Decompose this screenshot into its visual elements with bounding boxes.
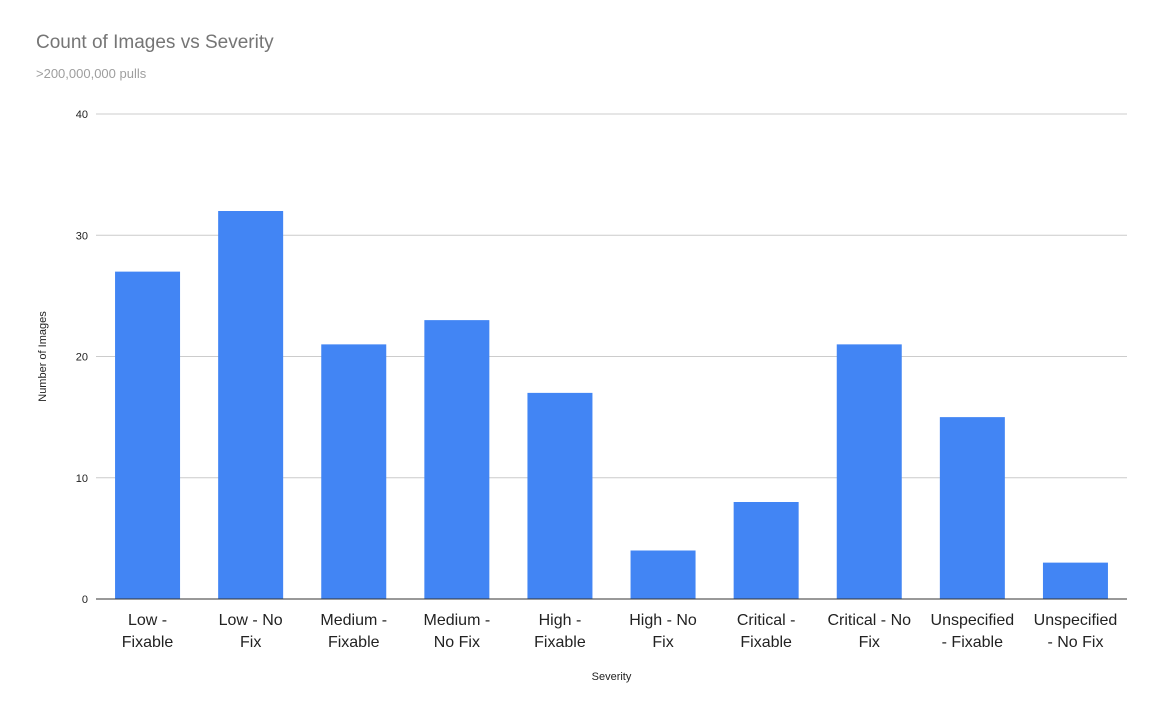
x-tick-label: High - No Fix (629, 612, 697, 651)
y-tick-label: 20 (76, 352, 88, 364)
x-axis-label: Severity (592, 671, 632, 683)
y-tick-label: 30 (76, 230, 88, 242)
bar (424, 320, 490, 599)
bars (115, 211, 1108, 599)
x-tick-label: High -Fixable (534, 612, 586, 651)
x-tick-label: Low -Fixable (122, 612, 174, 651)
bar (1042, 562, 1108, 599)
y-tick-label: 40 (76, 109, 88, 121)
chart-title: Count of Images vs Severity (36, 32, 274, 53)
x-tick-label: Unspecified - Fixable (931, 612, 1015, 651)
bar (733, 502, 799, 599)
bar (836, 344, 902, 599)
x-tick-label: Critical - No Fix (827, 612, 911, 651)
bar (115, 271, 181, 599)
y-axis-label: Number of Images (37, 311, 49, 402)
x-tick-label: Critical -Fixable (737, 612, 796, 651)
chart-subtitle: >200,000,000 pulls (36, 66, 147, 81)
bar (527, 392, 593, 599)
y-tick-labels: 0 10 20 30 40 (76, 109, 88, 606)
x-tick-label: Low - No Fix (219, 612, 283, 651)
y-tick-label: 10 (76, 473, 88, 485)
bar (218, 211, 284, 599)
x-tick-label: Medium -Fixable (320, 612, 387, 651)
x-tick-label: Unspecified - No Fix (1034, 612, 1118, 651)
bar (939, 417, 1005, 599)
bar (630, 550, 696, 599)
x-tick-label: Medium -No Fix (424, 612, 491, 651)
x-tick-labels: Low -Fixable Low - No Fix Medium -Fixable Me… (122, 612, 1117, 651)
y-tick-label: 0 (82, 594, 88, 606)
bar (321, 344, 387, 599)
